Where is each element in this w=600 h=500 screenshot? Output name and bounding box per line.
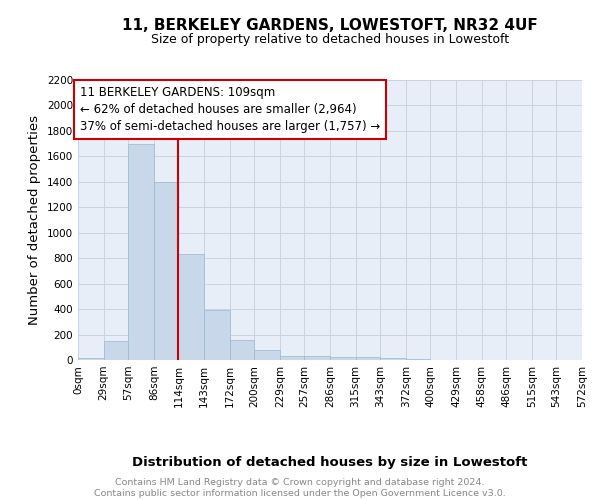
- Y-axis label: Number of detached properties: Number of detached properties: [28, 115, 41, 325]
- Bar: [330, 357, 356, 360]
- Bar: [230, 340, 254, 360]
- Bar: [254, 350, 280, 360]
- Bar: [380, 358, 406, 360]
- Bar: [154, 182, 178, 360]
- Text: 11 BERKELEY GARDENS: 109sqm
← 62% of detached houses are smaller (2,964)
37% of : 11 BERKELEY GARDENS: 109sqm ← 62% of det…: [80, 86, 380, 132]
- Text: Size of property relative to detached houses in Lowestoft: Size of property relative to detached ho…: [151, 32, 509, 46]
- Bar: [204, 310, 230, 360]
- Bar: [78, 358, 104, 360]
- Bar: [356, 358, 380, 360]
- Text: 11, BERKELEY GARDENS, LOWESTOFT, NR32 4UF: 11, BERKELEY GARDENS, LOWESTOFT, NR32 4U…: [122, 18, 538, 32]
- Bar: [128, 144, 154, 360]
- Bar: [280, 356, 304, 360]
- Bar: [304, 356, 330, 360]
- Bar: [178, 254, 204, 360]
- X-axis label: Distribution of detached houses by size in Lowestoft: Distribution of detached houses by size …: [133, 456, 527, 468]
- Text: Contains HM Land Registry data © Crown copyright and database right 2024.
Contai: Contains HM Land Registry data © Crown c…: [94, 478, 506, 498]
- Bar: [104, 341, 128, 360]
